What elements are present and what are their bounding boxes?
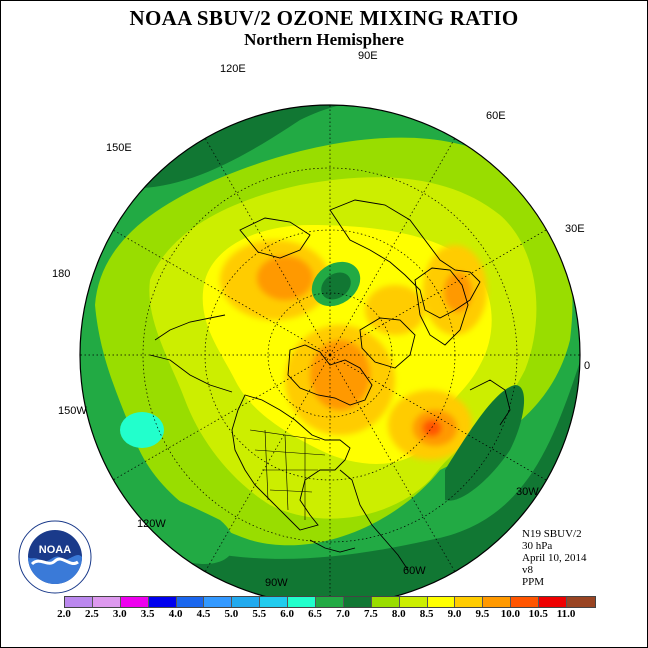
- color-scale-tick-label: 2.0: [57, 608, 71, 620]
- meridians: [80, 105, 580, 605]
- color-scale-swatch: [92, 597, 121, 607]
- color-scale-tick-label: 9.5: [475, 608, 490, 620]
- color-scale-tick-label: 8.5: [419, 608, 434, 620]
- color-scale-tick-label: 3.5: [140, 608, 155, 620]
- lon-label-90e: 90E: [358, 50, 378, 62]
- units-label: PPM: [522, 576, 545, 588]
- color-scale-tick-label: 8.0: [391, 608, 406, 620]
- lon-label-120e: 120E: [220, 63, 246, 75]
- color-scale-swatch: [288, 597, 317, 607]
- map-subtitle: Northern Hemisphere: [244, 30, 404, 49]
- color-scale-swatch: [232, 597, 261, 607]
- map-title: NOAA SBUV/2 OZONE MIXING RATIO: [129, 6, 519, 30]
- color-scale-swatch: [539, 597, 568, 607]
- ozone-field: [80, 105, 580, 605]
- color-scale-tick-label: 2.5: [85, 608, 99, 620]
- pressure-level: 30 hPa: [522, 540, 553, 552]
- version-label: v8: [522, 564, 533, 576]
- color-scale-swatch: [120, 597, 149, 607]
- lon-label-60w: 60W: [403, 565, 426, 577]
- state-borders: [249, 429, 326, 520]
- lon-label-120w: 120W: [137, 518, 166, 530]
- color-scale-swatch: [260, 597, 289, 607]
- color-scale-swatch: [511, 597, 540, 607]
- color-scale-swatch: [148, 597, 177, 607]
- color-scale-tick-label: 6.0: [280, 608, 295, 620]
- pacific-low-5-5: [120, 412, 164, 448]
- siberia-coast-east: [239, 217, 311, 259]
- contour-10-0: [423, 420, 441, 436]
- color-scale-swatch: [176, 597, 205, 607]
- color-scale-tick-label: 10.5: [528, 608, 548, 620]
- color-scale-swatch: [371, 597, 400, 607]
- color-scale-tick-label: 4.0: [168, 608, 183, 620]
- lon-label-30e: 30E: [565, 223, 585, 235]
- coastlines: [149, 199, 511, 571]
- lon-label-150e: 150E: [106, 142, 132, 154]
- bering-coast: [154, 314, 226, 341]
- color-scale-tick-label: 5.0: [224, 608, 239, 620]
- color-scale-tick-label: 4.5: [196, 608, 211, 620]
- lon-label-90w: 90W: [265, 577, 288, 589]
- color-scale-swatch: [567, 597, 595, 607]
- color-scale-tick-label: 7.0: [336, 608, 350, 620]
- lon-label-0: 0: [584, 360, 591, 372]
- eurasia-arctic-coast: [329, 199, 481, 319]
- color-scale-tick-label: 5.5: [252, 608, 267, 620]
- hudson-bay-coast: [287, 344, 373, 406]
- color-scale-swatch: [204, 597, 233, 607]
- polar-vortex-7-0: [321, 272, 351, 300]
- color-scale-swatch: [399, 597, 428, 607]
- east-coast: [339, 469, 409, 571]
- color-scale-swatch: [455, 597, 484, 607]
- north-america-coast: [231, 394, 351, 531]
- color-scale-tick-label: 9.0: [447, 608, 462, 620]
- scandinavia-coast: [414, 267, 469, 346]
- greenland-coast: [359, 317, 416, 369]
- iceland-uk-coast: [469, 379, 511, 426]
- lon-label-180: 180: [52, 268, 71, 280]
- color-scale-swatch: [316, 597, 344, 607]
- color-scale-bar: [64, 596, 596, 608]
- color-scale-swatch: [483, 597, 512, 607]
- contour-9-5: [257, 256, 472, 446]
- color-scale-tick-label: 3.0: [112, 608, 127, 620]
- color-scale-swatch: [427, 597, 456, 607]
- product-info: N19 SBUV/2 30 hPa April 10, 2014 v8 PPM: [522, 528, 586, 588]
- color-scale-tick-label: 6.5: [308, 608, 322, 620]
- lon-label-30w: 30W: [516, 486, 539, 498]
- lon-label-60e: 60E: [486, 110, 506, 122]
- atlantic-7-0-band: [445, 385, 525, 501]
- color-scale-swatch: [65, 597, 93, 607]
- noaa-logo-text: NOAA: [39, 544, 71, 556]
- caribbean-coast: [309, 539, 356, 553]
- lon-label-150w: 150W: [58, 405, 87, 417]
- noaa-logo-icon: NOAA: [18, 520, 92, 594]
- color-scale-tick-label: 7.5: [363, 608, 378, 620]
- contour-6-5-southwest: [100, 470, 235, 565]
- color-scale-tick-label: 10.0: [500, 608, 520, 620]
- date-label: April 10, 2014: [522, 552, 587, 564]
- satellite-label: N19 SBUV/2: [522, 528, 582, 540]
- alaska-coast: [149, 354, 233, 393]
- color-scale-swatch: [343, 597, 372, 607]
- color-scale-tick-label: 11.0: [556, 608, 576, 620]
- color-scale-ticks: 2.0 2.5 3.0 3.5 4.0 4.5 5.0 5.5 6.0 6.5 7.0 7.5 8.0 8…: [57, 608, 594, 622]
